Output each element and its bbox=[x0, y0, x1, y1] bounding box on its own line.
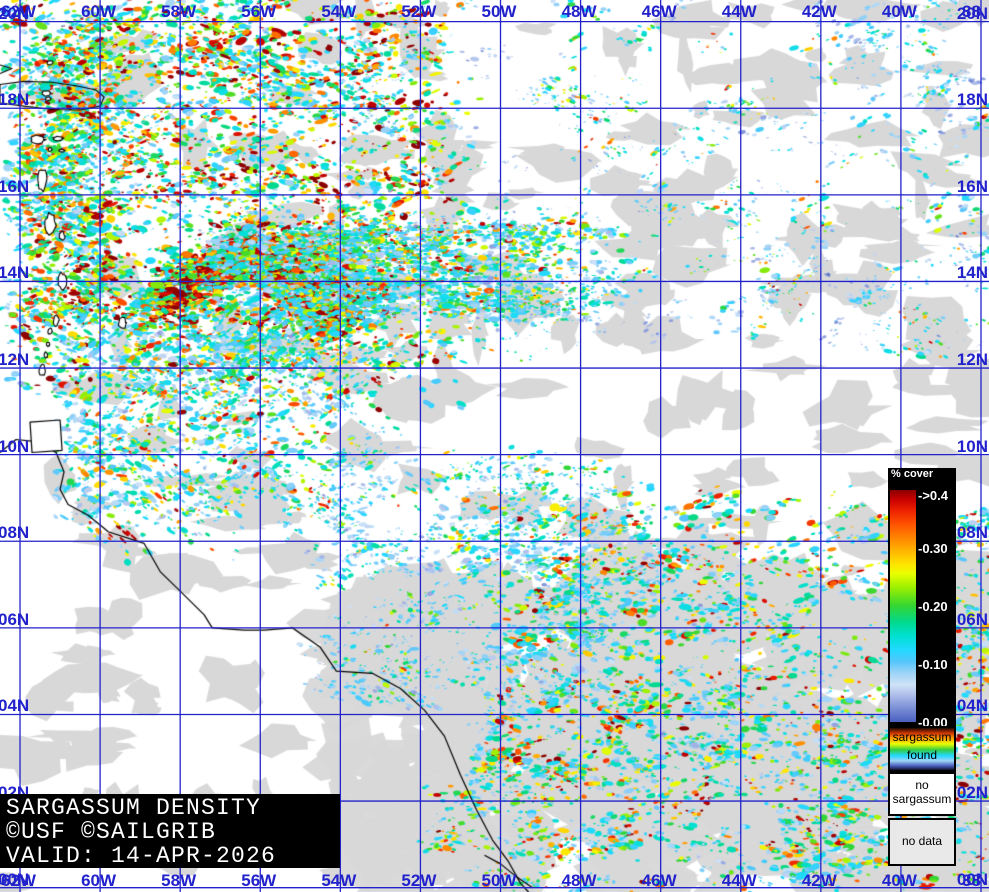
lon-label-38-top: 38 bbox=[961, 2, 981, 21]
lon-label-40W-bottom: 40W bbox=[881, 871, 917, 890]
lat-label-06N-left: 06N bbox=[0, 609, 30, 629]
legend-swatch-no-data: no data bbox=[888, 818, 956, 866]
lon-label-44W-top: 44W bbox=[721, 2, 757, 21]
lat-label-12N-left: 12N bbox=[0, 350, 30, 370]
lon-label-40W-top: 40W bbox=[881, 2, 917, 21]
colorbar-title: % cover bbox=[891, 468, 934, 480]
lon-label-48W-top: 48W bbox=[561, 2, 597, 21]
lon-label-52W-top: 52W bbox=[401, 2, 437, 21]
legend-panel: % cover ->0.4 -0.30 -0.20 -0.10 -0.00 sargas… bbox=[888, 468, 956, 866]
lat-label-14N-right: 14N bbox=[956, 263, 988, 283]
lon-label-62W-bottom: 62W bbox=[1, 871, 36, 890]
lat-label-16N-right: 16N bbox=[956, 176, 988, 196]
lat-label-04N-left: 04N bbox=[0, 696, 30, 716]
map-attribution: ©USF ©SAILGRIB bbox=[6, 819, 217, 845]
lon-label-54W-bottom: 54W bbox=[321, 871, 357, 890]
lon-label-42W-top: 42W bbox=[801, 2, 837, 21]
colorbar-gradient bbox=[890, 490, 916, 722]
lat-label-20N-left: 20N bbox=[0, 3, 30, 23]
lat-label-18N-left: 18N bbox=[0, 90, 30, 110]
lon-label-52W-bottom: 52W bbox=[401, 871, 437, 890]
lat-label-08N-right: 08N bbox=[956, 523, 988, 543]
lon-label-50W-bottom: 50W bbox=[481, 871, 517, 890]
colorbar-tick-2: -0.20 bbox=[918, 599, 948, 614]
lat-label-18N-right: 18N bbox=[956, 90, 988, 110]
lon-label-48W-bottom: 48W bbox=[561, 871, 597, 890]
lon-label-50W-top: 50W bbox=[481, 2, 517, 21]
legend-no-sargassum-line2: sargassum bbox=[892, 792, 952, 806]
lon-label-46W-bottom: 46W bbox=[641, 871, 677, 890]
lon-label-60W-bottom: 60W bbox=[81, 871, 117, 890]
colorbar-tick-3: -0.10 bbox=[918, 657, 948, 672]
lon-label-38-bottom: 38 bbox=[961, 871, 981, 890]
colorbar-tick-1: -0.30 bbox=[918, 541, 948, 556]
lon-label-44W-bottom: 44W bbox=[721, 871, 757, 890]
lat-label-02N-right: 02N bbox=[956, 783, 988, 803]
lat-label-06N-right: 06N bbox=[956, 609, 988, 629]
title-attribution-block: SARGASSUM DENSITY ©USF ©SAILGRIB VALID: … bbox=[0, 794, 340, 868]
lon-label-54W-top: 54W bbox=[321, 2, 357, 21]
lat-label-16N-left: 16N bbox=[0, 176, 30, 196]
lon-label-58W-top: 58W bbox=[161, 2, 197, 21]
lon-label-58W-bottom: 58W bbox=[161, 871, 197, 890]
map-valid-date: VALID: 14-APR-2026 bbox=[6, 843, 277, 869]
lat-label-10N-left: 10N bbox=[0, 436, 30, 456]
legend-no-sargassum-line1: no bbox=[915, 778, 929, 792]
lon-label-60W-top: 60W bbox=[81, 2, 117, 21]
colorbar-container: % cover ->0.4 -0.30 -0.20 -0.10 -0.00 bbox=[888, 468, 956, 730]
map-title: SARGASSUM DENSITY bbox=[6, 795, 262, 821]
lon-label-56W-top: 56W bbox=[241, 2, 277, 21]
legend-swatch-sargassum-found: sargassum found bbox=[888, 726, 956, 772]
lat-label-08N-left: 08N bbox=[0, 523, 30, 543]
colorbar-tick-0: ->0.4 bbox=[918, 488, 948, 503]
lat-label-04N-right: 04N bbox=[956, 696, 988, 716]
legend-sargassum-found-line2: found bbox=[906, 748, 938, 762]
legend-swatch-no-sargassum: no sargassum bbox=[888, 772, 956, 816]
legend-sargassum-found-line1: sargassum bbox=[892, 730, 952, 744]
lat-label-00N-right: 00N bbox=[956, 869, 988, 889]
lon-label-46W-top: 46W bbox=[641, 2, 677, 21]
lon-label-42W-bottom: 42W bbox=[801, 871, 837, 890]
lat-label-10N-right: 10N bbox=[956, 436, 988, 456]
lat-label-12N-right: 12N bbox=[956, 350, 988, 370]
lat-label-20N-right: 20N bbox=[956, 3, 988, 23]
lat-label-14N-left: 14N bbox=[0, 263, 30, 283]
legend-no-data-label: no data bbox=[901, 834, 943, 848]
lon-label-56W-bottom: 56W bbox=[241, 871, 277, 890]
lon-label-62W-top: 62W bbox=[1, 2, 36, 21]
lat-label-00N-left: 00N bbox=[0, 869, 30, 889]
